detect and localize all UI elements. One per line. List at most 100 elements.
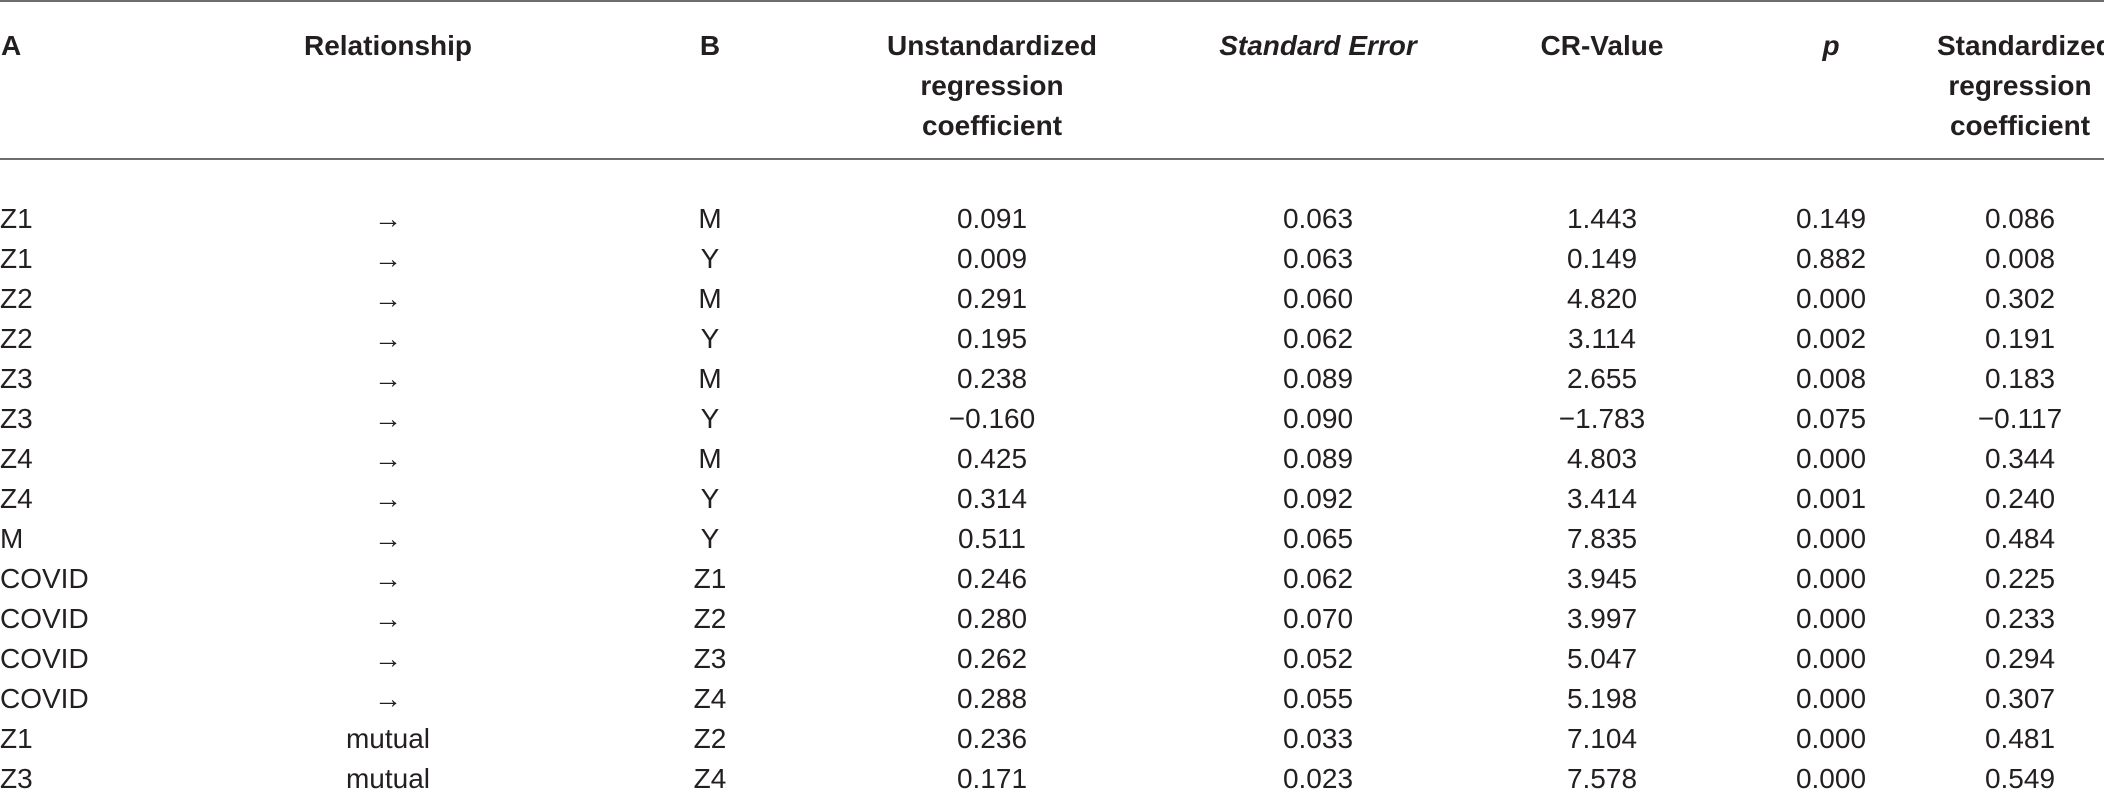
header-relationship: Relationship [182, 0, 594, 160]
cell-relationship: → [374, 363, 402, 394]
header-a: A [0, 0, 182, 160]
cell-b: Y [700, 483, 720, 514]
cell-unstandardized: 0.280 [956, 603, 1028, 634]
cell-unstandardized: 0.314 [956, 483, 1028, 514]
cell-b: Y [700, 403, 720, 434]
cell-p: 0.000 [1795, 443, 1867, 474]
header-unstd-line: coefficient [921, 110, 1063, 141]
table-row: Z3 → Y −0.160 0.090 −1.783 0.075 −0.117 [0, 399, 2104, 439]
cell-standardized: 0.484 [1984, 523, 2056, 554]
cell-unstandardized: 0.288 [956, 683, 1028, 714]
cell-standardized: 0.481 [1984, 723, 2056, 754]
cell-cr-value: 0.149 [1566, 243, 1638, 274]
cell-cr-value: 5.198 [1566, 683, 1638, 714]
table-body: Z1 → M 0.091 0.063 1.443 0.149 0.086 Z1 → Y 0.009 0.… [0, 159, 2104, 799]
cell-b: Z2 [693, 603, 727, 634]
cell-cr-value: 2.655 [1566, 363, 1638, 394]
table-row: COVID → Z1 0.246 0.062 3.945 0.000 0.225 [0, 559, 2104, 599]
cell-a: Z3 [0, 403, 33, 434]
cell-a: Z1 [0, 723, 33, 754]
cell-cr-value: 4.820 [1566, 283, 1638, 314]
cell-standardized: 0.240 [1984, 483, 2056, 514]
cell-b: Z2 [693, 723, 727, 754]
cell-relationship: → [374, 283, 402, 314]
cell-standard-error: 0.023 [1282, 763, 1354, 794]
header-cr-value: CR-Value [1478, 0, 1726, 160]
cell-cr-value: 3.414 [1566, 483, 1638, 514]
cell-standard-error: 0.063 [1282, 203, 1354, 234]
cell-p: 0.149 [1795, 203, 1867, 234]
cell-b: Z1 [693, 563, 727, 594]
cell-a: Z3 [0, 763, 33, 794]
cell-p: 0.000 [1795, 603, 1867, 634]
cell-b: M [698, 203, 722, 234]
cell-standardized: 0.302 [1984, 283, 2056, 314]
cell-p: 0.000 [1795, 283, 1867, 314]
cell-unstandardized: 0.425 [956, 443, 1028, 474]
table-row: M → Y 0.511 0.065 7.835 0.000 0.484 [0, 519, 2104, 559]
cell-p: 0.000 [1795, 563, 1867, 594]
cell-a: Z4 [0, 483, 33, 514]
table-row: Z1 → M 0.091 0.063 1.443 0.149 0.086 [0, 199, 2104, 239]
cell-a: Z4 [0, 443, 33, 474]
table-row: COVID → Z4 0.288 0.055 5.198 0.000 0.307 [0, 679, 2104, 719]
cell-unstandardized: 0.171 [956, 763, 1028, 794]
cell-unstandardized: 0.238 [956, 363, 1028, 394]
cell-p: 0.000 [1795, 683, 1867, 714]
cell-p: 0.000 [1795, 643, 1867, 674]
table-row: Z2 → M 0.291 0.060 4.820 0.000 0.302 [0, 279, 2104, 319]
cell-relationship: → [374, 683, 402, 714]
cell-unstandardized: 0.236 [956, 723, 1028, 754]
cell-relationship: → [374, 403, 402, 434]
cell-p: 0.000 [1795, 523, 1867, 554]
table-row: Z3 mutual Z4 0.171 0.023 7.578 0.000 0.549 [0, 759, 2104, 799]
cell-cr-value: 7.578 [1566, 763, 1638, 794]
header-standardized-coefficient: Standardized regression coefficient [1936, 0, 2104, 160]
table-row: Z4 → M 0.425 0.089 4.803 0.000 0.344 [0, 439, 2104, 479]
cell-standard-error: 0.062 [1282, 323, 1354, 354]
cell-b: Z4 [693, 763, 727, 794]
header-unstd-line: Unstandardized [886, 30, 1098, 61]
cell-cr-value: −1.783 [1558, 403, 1646, 434]
cell-p: 0.000 [1795, 723, 1867, 754]
spacer-row [0, 159, 2104, 199]
cell-relationship: → [374, 643, 402, 674]
cell-p: 0.008 [1795, 363, 1867, 394]
cell-a: COVID [0, 683, 89, 714]
cell-relationship: → [374, 243, 402, 274]
cell-p: 0.000 [1795, 763, 1867, 794]
cell-b: Y [700, 243, 720, 274]
header-p: p [1726, 0, 1936, 160]
cell-relationship: → [374, 323, 402, 354]
cell-standard-error: 0.090 [1282, 403, 1354, 434]
cell-b: Y [700, 523, 720, 554]
cell-standard-error: 0.052 [1282, 643, 1354, 674]
cell-standardized: −0.117 [1977, 403, 2063, 434]
cell-a: COVID [0, 603, 89, 634]
cell-a: COVID [0, 643, 89, 674]
cell-standardized: 0.183 [1984, 363, 2056, 394]
header-standard-error: Standard Error [1158, 0, 1478, 160]
header-std-line: coefficient [1949, 110, 2091, 141]
cell-standardized: 0.191 [1984, 323, 2056, 354]
cell-unstandardized: 0.009 [956, 243, 1028, 274]
cell-standard-error: 0.033 [1282, 723, 1354, 754]
cell-standard-error: 0.060 [1282, 283, 1354, 314]
table-row: COVID → Z3 0.262 0.052 5.047 0.000 0.294 [0, 639, 2104, 679]
cell-a: COVID [0, 563, 89, 594]
cell-relationship: mutual [345, 723, 431, 754]
cell-b: M [698, 283, 722, 314]
table-row: COVID → Z2 0.280 0.070 3.997 0.000 0.233 [0, 599, 2104, 639]
table-row: Z1 → Y 0.009 0.063 0.149 0.882 0.008 [0, 239, 2104, 279]
cell-standardized: 0.225 [1984, 563, 2056, 594]
table-row: Z2 → Y 0.195 0.062 3.114 0.002 0.191 [0, 319, 2104, 359]
cell-b: Z3 [693, 643, 727, 674]
cell-a: Z1 [0, 243, 33, 274]
cell-unstandardized: 0.195 [956, 323, 1028, 354]
cell-standardized: 0.344 [1984, 443, 2056, 474]
cell-unstandardized: 0.291 [956, 283, 1028, 314]
cell-standard-error: 0.089 [1282, 443, 1354, 474]
cell-cr-value: 1.443 [1566, 203, 1638, 234]
